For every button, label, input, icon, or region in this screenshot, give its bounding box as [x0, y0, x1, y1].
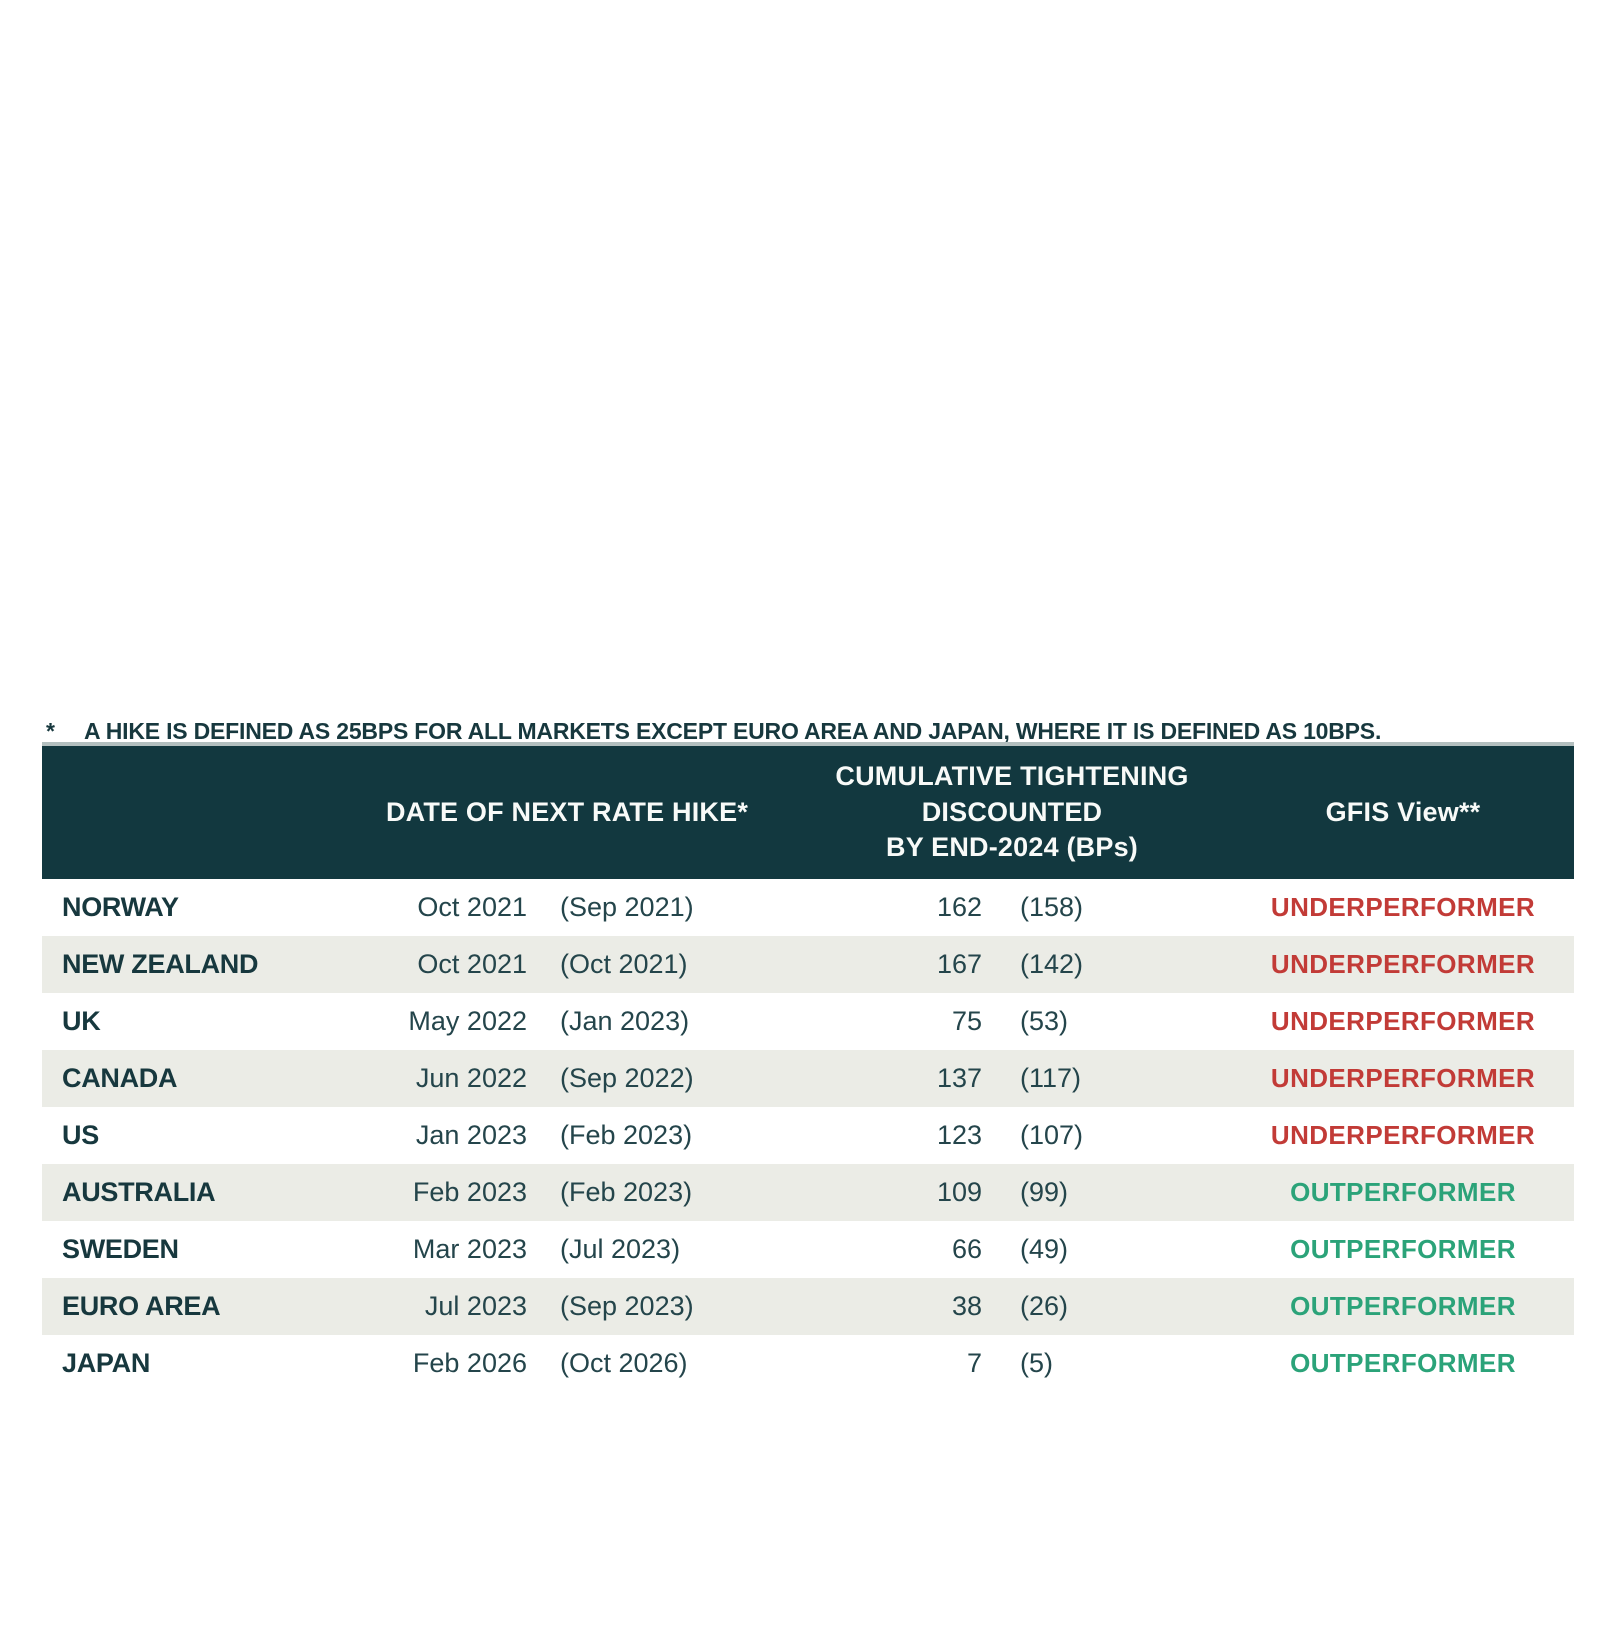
- header-gfis-view: GFIS View**: [1325, 796, 1481, 827]
- table-row: SWEDEN Mar 2023 (Jul 2023) 66 (49) OUTPE…: [42, 1221, 1574, 1278]
- tightening-value: 162: [936, 892, 982, 922]
- gfis-view-value: UNDERPERFORMER: [1270, 1006, 1536, 1036]
- country-label: EURO AREA: [62, 1291, 221, 1321]
- tightening-value: 167: [936, 949, 982, 979]
- country-label: UK: [62, 1006, 101, 1036]
- hike-date-market-value: (Oct 2021): [560, 949, 688, 979]
- hike-date-value: May 2022: [408, 1006, 527, 1036]
- table-row: NORWAY Oct 2021 (Sep 2021) 162 (158) UND…: [42, 879, 1574, 936]
- hike-date-market-value: (Jan 2023): [560, 1006, 690, 1036]
- tightening-value: 109: [936, 1177, 982, 1207]
- tightening-market-value: (53): [1020, 1006, 1069, 1036]
- table-row: UK May 2022 (Jan 2023) 75 (53) UNDERPERF…: [42, 993, 1574, 1050]
- country-label: NORWAY: [62, 892, 179, 922]
- table-row: AUSTRALIA Feb 2023 (Feb 2023) 109 (99) O…: [42, 1164, 1574, 1221]
- gfis-view-value: UNDERPERFORMER: [1270, 949, 1536, 979]
- gfis-view-value: UNDERPERFORMER: [1270, 1063, 1536, 1093]
- hike-date-value: Jan 2023: [415, 1120, 527, 1150]
- gfis-view-value: OUTPERFORMER: [1290, 1291, 1516, 1321]
- hike-date-value: Feb 2023: [412, 1177, 527, 1207]
- country-label: SWEDEN: [62, 1234, 179, 1264]
- tightening-market-value: (107): [1020, 1120, 1084, 1150]
- country-label: JAPAN: [62, 1348, 151, 1378]
- gfis-view-value: OUTPERFORMER: [1290, 1177, 1516, 1207]
- gfis-view-value: OUTPERFORMER: [1290, 1348, 1516, 1378]
- tightening-value: 123: [936, 1120, 982, 1150]
- footnote: * A HIKE IS DEFINED AS 25BPS FOR ALL MAR…: [46, 716, 1546, 746]
- table-row: US Jan 2023 (Feb 2023) 123 (107) UNDERPE…: [42, 1107, 1574, 1164]
- tightening-value: 7: [966, 1348, 982, 1378]
- tightening-market-value: (158): [1020, 892, 1084, 922]
- hike-date-market-value: (Sep 2023): [560, 1291, 694, 1321]
- hike-date-value: Jun 2022: [415, 1063, 527, 1093]
- table-row: NEW ZEALAND Oct 2021 (Oct 2021) 167 (142…: [42, 936, 1574, 993]
- header-cumulative-tightening: CUMULATIVE TIGHTENING DISCOUNTED BY END-…: [835, 761, 1189, 863]
- table-body: NORWAY Oct 2021 (Sep 2021) 162 (158) UND…: [42, 879, 1574, 1392]
- hike-date-market-value: (Feb 2023): [560, 1177, 693, 1207]
- tightening-value: 75: [951, 1006, 982, 1036]
- hike-date-value: Oct 2021: [417, 949, 527, 979]
- tightening-market-value: (117): [1020, 1063, 1082, 1093]
- gfis-view-value: UNDERPERFORMER: [1270, 1120, 1536, 1150]
- tightening-market-value: (99): [1020, 1177, 1069, 1207]
- tightening-value: 38: [951, 1291, 982, 1321]
- tightening-market-value: (49): [1020, 1234, 1069, 1264]
- hike-date-market-value: (Sep 2022): [560, 1063, 694, 1093]
- table-row: EURO AREA Jul 2023 (Sep 2023) 38 (26) OU…: [42, 1278, 1574, 1335]
- table-header-row: DATE OF NEXT RATE HIKE* CUMULATIVE TIGHT…: [42, 742, 1574, 879]
- tightening-value: 66: [951, 1234, 982, 1264]
- hike-date-market-value: (Oct 2026): [560, 1348, 688, 1378]
- hike-date-value: Mar 2023: [412, 1234, 527, 1264]
- tightening-market-value: (26): [1020, 1291, 1069, 1321]
- hike-date-market-value: (Jul 2023): [560, 1234, 681, 1264]
- tightening-market-value: (142): [1020, 949, 1084, 979]
- hike-date-value: Oct 2021: [417, 892, 527, 922]
- country-label: CANADA: [62, 1063, 178, 1093]
- hike-date-value: Feb 2026: [412, 1348, 527, 1378]
- table-row: CANADA Jun 2022 (Sep 2022) 137 (117) UND…: [42, 1050, 1574, 1107]
- hike-date-value: Jul 2023: [424, 1291, 527, 1321]
- tightening-value: 137: [936, 1063, 982, 1093]
- rate-hike-table-figure: DATE OF NEXT RATE HIKE* CUMULATIVE TIGHT…: [0, 716, 1600, 1646]
- gfis-view-value: OUTPERFORMER: [1290, 1234, 1516, 1264]
- header-date-of-next-rate-hike: DATE OF NEXT RATE HIKE*: [385, 796, 749, 827]
- rate-hike-table: DATE OF NEXT RATE HIKE* CUMULATIVE TIGHT…: [42, 742, 1574, 1392]
- hike-date-market-value: (Feb 2023): [560, 1120, 693, 1150]
- country-label: AUSTRALIA: [62, 1177, 216, 1207]
- country-label: US: [62, 1120, 99, 1150]
- hike-date-market-value: (Sep 2021): [560, 892, 694, 922]
- footnote-text: A HIKE IS DEFINED AS 25BPS FOR ALL MARKE…: [84, 718, 1382, 744]
- country-label: NEW ZEALAND: [62, 949, 259, 979]
- tightening-market-value: (5): [1020, 1348, 1053, 1378]
- table-row: JAPAN Feb 2026 (Oct 2026) 7 (5) OUTPERFO…: [42, 1335, 1574, 1392]
- gfis-view-value: UNDERPERFORMER: [1270, 892, 1536, 922]
- footnote-marker: *: [46, 718, 55, 744]
